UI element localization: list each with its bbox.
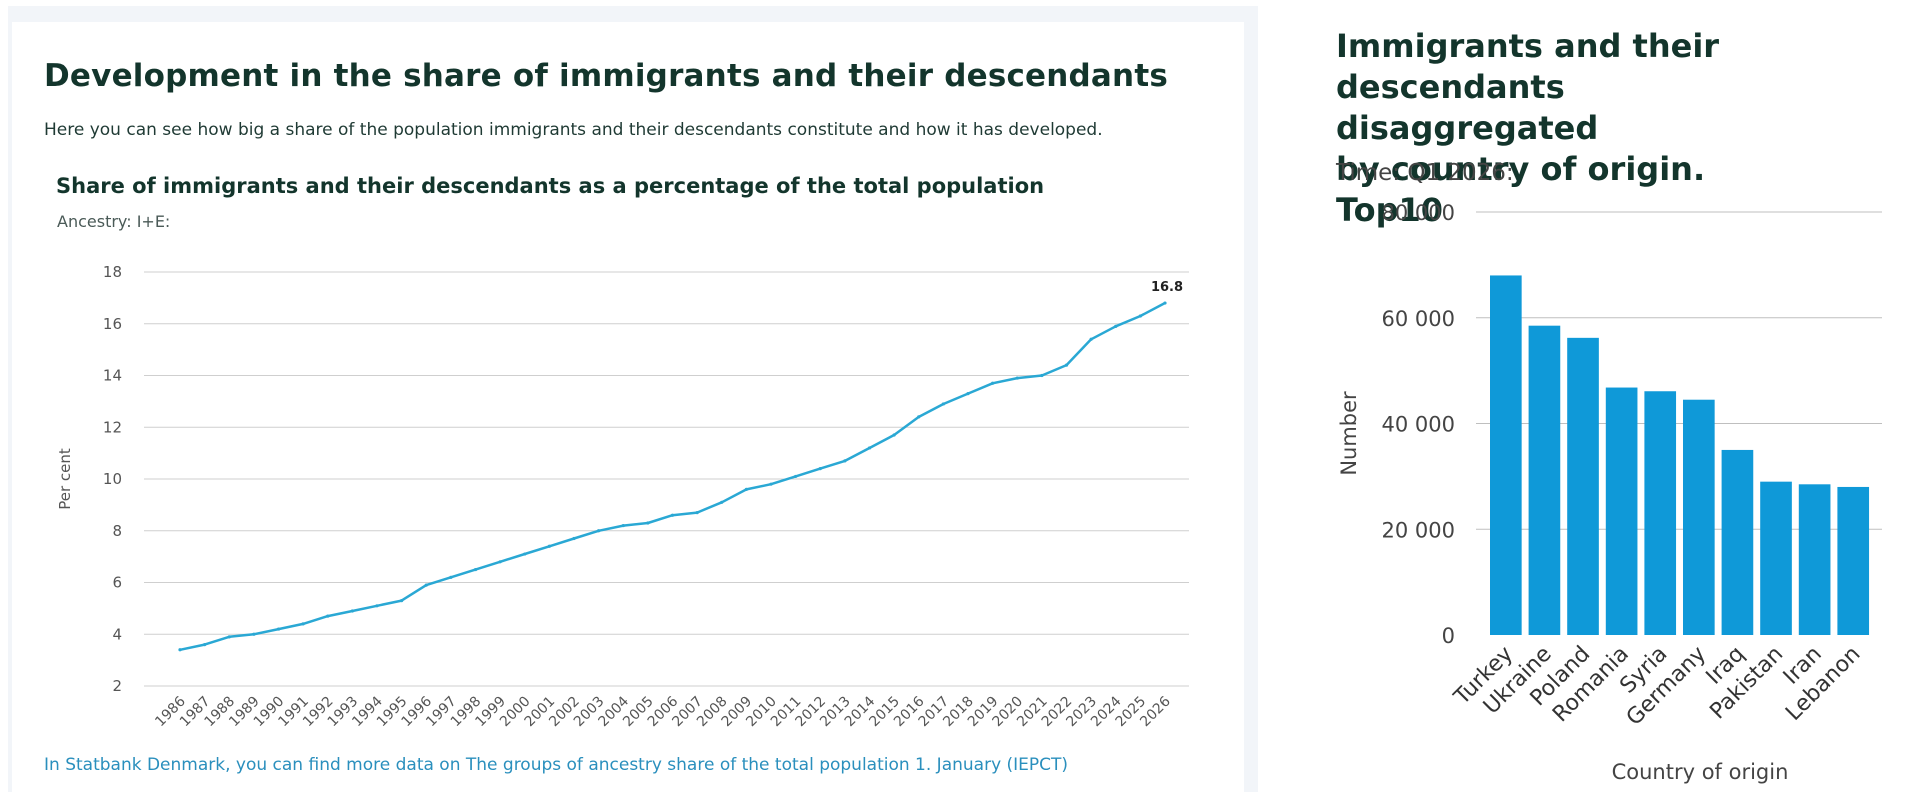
data-point <box>720 500 724 504</box>
bar <box>1605 387 1638 635</box>
data-point <box>178 648 182 652</box>
data-point <box>276 627 281 631</box>
bar <box>1490 275 1522 635</box>
x-axis-label: Country of origin <box>1612 760 1789 784</box>
bar-chart-subtitle: Time: Q1 2026: <box>1336 160 1514 186</box>
bar-chart-title-line-3: by country of origin. Top10 <box>1336 150 1706 229</box>
left-panel: Development in the share of immigrants a… <box>8 6 1258 792</box>
y-tick-label: 4 <box>112 625 122 643</box>
data-point <box>498 560 502 564</box>
data-point <box>597 529 601 533</box>
data-point <box>867 446 872 450</box>
data-point <box>1064 363 1069 367</box>
y-tick-label: 0 <box>1442 624 1455 648</box>
data-point <box>1138 314 1142 318</box>
bar <box>1683 399 1715 635</box>
data-point <box>1015 376 1019 380</box>
y-tick-label: 16 <box>103 315 122 333</box>
y-tick-label: 80 000 <box>1382 201 1455 225</box>
bar <box>1798 484 1831 635</box>
data-point <box>227 635 231 639</box>
y-tick-label: 2 <box>112 677 122 695</box>
data-point <box>646 521 650 525</box>
bar <box>1721 449 1754 635</box>
data-point <box>917 415 921 419</box>
data-point <box>769 482 773 486</box>
data-point <box>203 643 207 647</box>
data-point <box>473 567 478 572</box>
y-tick-label: 20 000 <box>1382 518 1455 542</box>
data-point <box>252 632 256 636</box>
data-point <box>350 609 354 613</box>
series-line <box>179 301 1166 652</box>
data-point <box>449 575 453 579</box>
y-tick-label: 6 <box>112 574 122 592</box>
data-point <box>695 511 699 515</box>
y-tick-label: 40 000 <box>1382 413 1455 437</box>
y-axis-label: Number <box>1337 391 1361 476</box>
left-card: Development in the share of immigrants a… <box>12 22 1244 792</box>
bar <box>1760 481 1792 635</box>
data-point <box>523 552 527 556</box>
y-tick-label: 14 <box>103 367 122 385</box>
bar-chart-title-line-1: Immigrants and their <box>1336 27 1720 65</box>
bar <box>1644 391 1677 635</box>
data-point <box>818 467 822 471</box>
data-point <box>941 402 945 406</box>
statbank-link[interactable]: In Statbank Denmark, you can find more d… <box>44 755 1069 775</box>
section-title: Development in the share of immigrants a… <box>44 58 1168 94</box>
data-point <box>744 487 748 491</box>
y-tick-label: 60 000 <box>1382 307 1455 331</box>
data-point <box>843 459 847 463</box>
data-point <box>547 544 551 548</box>
data-point <box>892 433 896 437</box>
line-chart-title: Share of immigrants and their descendant… <box>56 174 1045 198</box>
data-point <box>400 599 404 603</box>
data-point <box>572 536 576 541</box>
bar-chart-title: Immigrants and their descendants disaggr… <box>1336 26 1806 231</box>
data-point <box>1089 337 1093 341</box>
data-point <box>670 513 675 517</box>
line-chart-subtitle: Ancestry: I+E: <box>57 212 171 231</box>
bar <box>1528 325 1561 635</box>
bar-chart-title-line-2: descendants disaggregated <box>1336 68 1599 147</box>
bar <box>1837 486 1870 635</box>
data-point <box>326 614 330 618</box>
section-intro: Here you can see how big a share of the … <box>44 120 1103 140</box>
data-point <box>621 523 625 528</box>
data-point <box>424 583 428 587</box>
data-point <box>1163 301 1167 305</box>
data-label: 16.8 <box>1151 280 1183 295</box>
data-point <box>1040 373 1044 378</box>
y-tick-label: 12 <box>103 418 122 436</box>
bar <box>1567 337 1599 635</box>
data-point <box>1114 324 1118 328</box>
data-point <box>966 392 970 396</box>
data-point <box>794 474 798 479</box>
y-tick-label: 10 <box>103 470 122 488</box>
data-point <box>375 604 379 608</box>
data-point <box>301 622 305 626</box>
y-axis-label: Per cent <box>56 448 74 510</box>
y-tick-label: 8 <box>112 522 122 540</box>
data-point <box>991 381 995 385</box>
y-tick-label: 18 <box>103 263 122 281</box>
